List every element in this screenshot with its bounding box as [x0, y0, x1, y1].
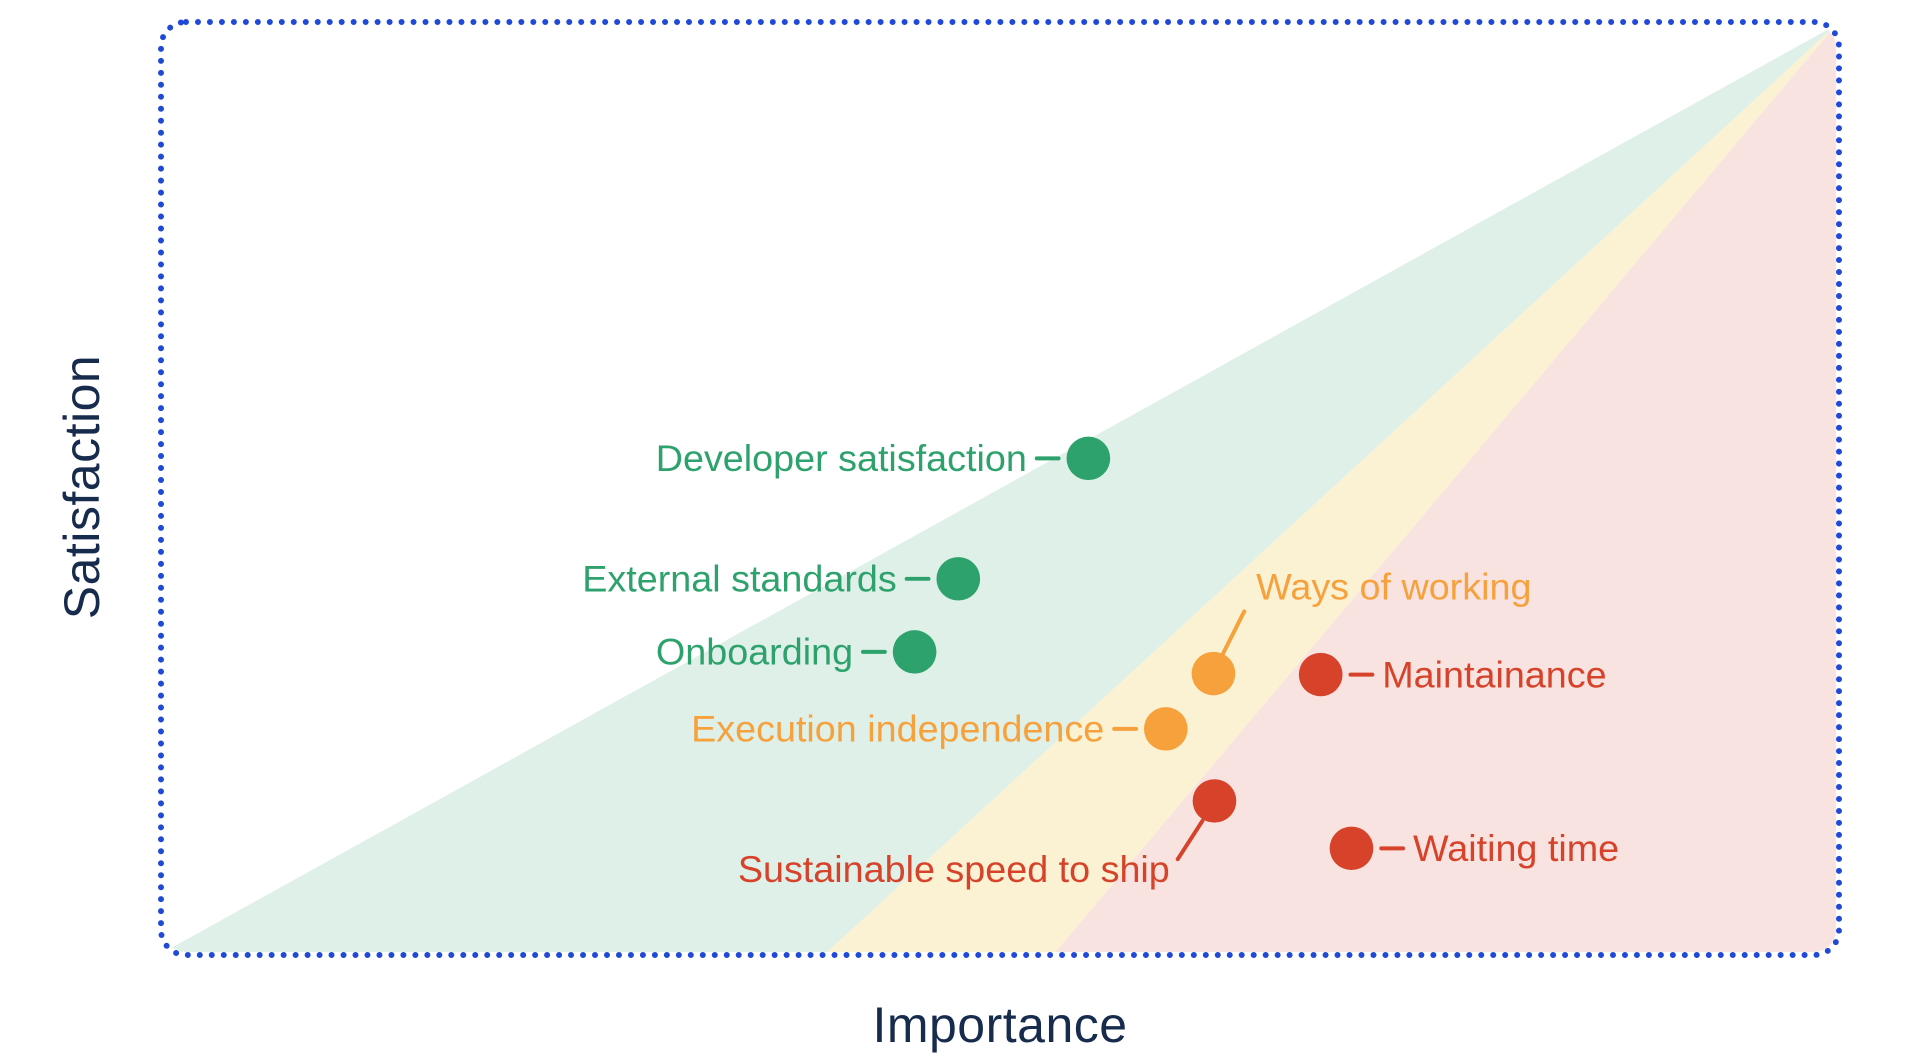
point-label: Onboarding	[656, 631, 853, 673]
point-circle	[1143, 707, 1188, 751]
data-point-developer-satisfaction: Developer satisfaction	[656, 436, 1111, 481]
zone-pink	[1055, 25, 1836, 952]
data-point-external-standards: External standards	[582, 557, 981, 601]
chart-frame: Developer satisfaction External standard…	[158, 19, 1842, 958]
point-circle	[1191, 651, 1236, 696]
data-point-onboarding: Onboarding	[656, 630, 937, 674]
point-label: Sustainable speed to ship	[738, 848, 1170, 890]
point-label: Waiting time	[1413, 827, 1619, 869]
point-circle	[892, 630, 937, 674]
data-point-maintainance: Maintainance	[1298, 652, 1607, 697]
point-circle	[1298, 652, 1343, 697]
point-label: Developer satisfaction	[656, 437, 1027, 479]
x-axis-label: Importance	[872, 997, 1128, 1053]
data-point-waiting-time: Waiting time	[1329, 826, 1619, 871]
point-label: External standards	[582, 558, 896, 600]
data-point-sustainable-speed-to-ship: Sustainable speed to ship	[738, 779, 1237, 890]
zone-yellow	[827, 25, 1836, 952]
point-circle	[1066, 436, 1111, 481]
point-label: Ways of working	[1256, 566, 1531, 608]
zone-green	[164, 25, 1836, 952]
point-label: Maintainance	[1382, 654, 1606, 696]
connector-line	[1175, 818, 1205, 862]
data-point-execution-independence: Execution independence	[691, 707, 1188, 751]
connector-line	[1220, 609, 1247, 657]
point-circle	[1192, 779, 1237, 823]
data-point-ways-of-working: Ways of working	[1191, 566, 1531, 696]
chart-canvas: Developer satisfaction External standard…	[164, 25, 1836, 952]
point-circle	[1329, 826, 1374, 871]
y-axis-label: Satisfaction	[54, 354, 110, 620]
point-circle	[936, 557, 981, 601]
point-label: Execution independence	[691, 708, 1104, 750]
